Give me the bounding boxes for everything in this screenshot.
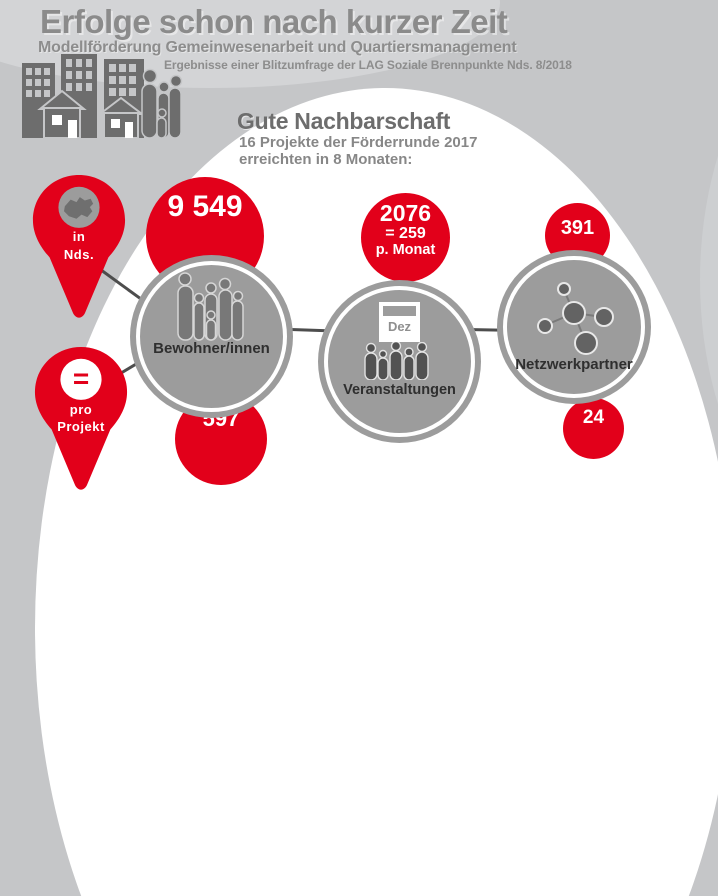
veranstaltungen-per-month-value: = 259 [385,225,426,242]
page-subtitle: Modellförderung Gemeinwesenarbeit und Qu… [38,39,517,56]
node-veranstaltungen: Dez Veranstaltungen [318,280,481,443]
map-pin-icon [34,347,128,490]
per-project-pin-line-2: Projekt [57,419,105,434]
region-pin-line-2: Nds. [63,247,95,262]
bewohner-label: Bewohner/innen [153,340,270,357]
page-tagline: Ergebnisse einer Blitzumfrage der LAG So… [164,58,572,72]
per-project-pin: = pro Projekt [32,345,130,497]
intro-line-1: 16 Projekte der Förderrunde 2017 [239,134,478,151]
equals-symbol: = [72,363,90,394]
stat-bubble-netzwerk-per-project: 24 [563,398,624,459]
map-pin-icon [32,175,126,318]
people-group-icon [177,272,244,341]
netzwerk-per-project-value: 24 [582,407,605,428]
network-icon [537,282,614,355]
stat-bubble-veranstaltungen-total: 2076 = 259 p. Monat [361,193,450,282]
page-title: Erfolge schon nach kurzer Zeit [40,3,508,40]
per-project-pin-line-1: pro [69,402,93,417]
calendar-header-band [383,306,416,316]
calendar-month-label: Dez [387,319,412,334]
region-pin-line-1: in [72,229,86,244]
netzwerkpartner-label: Netzwerkpartner [515,356,633,373]
bewohner-total-value: 9 549 [167,190,243,223]
node-bewohner: Bewohner/innen [130,255,293,418]
lower-saxony-map-icon [64,197,94,219]
node-ring [503,256,645,398]
region-pin: in Nds. [30,173,128,325]
veranstaltungen-label: Veranstaltungen [343,382,456,398]
city-skyline-icon [22,54,183,138]
node-ring [136,261,287,412]
intro-line-2: erreichten in 8 Monaten: [239,151,413,168]
intro-heading: Gute Nachbarschaft [237,108,451,134]
netzwerk-total-value: 391 [560,217,595,239]
veranstaltungen-total-value: 2076 [379,200,432,226]
calendar-icon: Dez [379,302,420,342]
node-ring [324,286,475,437]
audience-people-icon [364,342,429,380]
node-netzwerkpartner: Netzwerkpartner [497,250,651,404]
veranstaltungen-per-month-unit: p. Monat [375,242,436,258]
